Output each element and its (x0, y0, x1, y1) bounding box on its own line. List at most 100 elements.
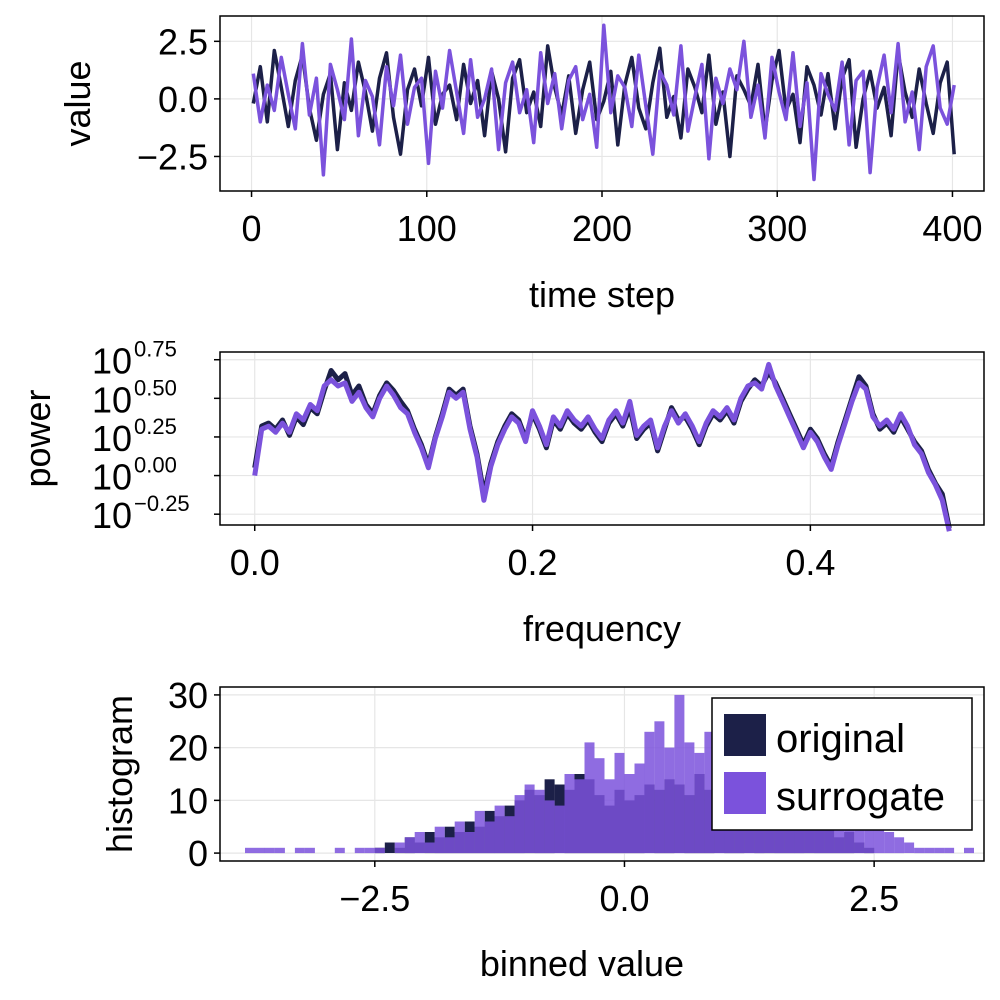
histogram-bar-original (384, 842, 395, 853)
histogram-bar-surrogate (245, 847, 255, 854)
histogram-bar-surrogate (944, 847, 955, 854)
histogram-bar-surrogate (594, 758, 605, 854)
y-tick-exponent: 0.00 (134, 453, 177, 478)
histogram-bar-surrogate (924, 847, 935, 854)
histogram-bar-surrogate (684, 742, 695, 854)
timeseries-line-original (251, 44, 956, 159)
x-tick-label: 2.5 (849, 878, 899, 919)
y-tick-label: 20 (168, 728, 208, 769)
y-tick-label: 10 (92, 457, 132, 498)
histogram-bar-surrogate (264, 847, 275, 854)
x-tick-label: −2.5 (339, 878, 410, 919)
legend-swatch-surrogate (724, 772, 766, 814)
histogram-bar-surrogate (494, 805, 505, 854)
histogram-bar-surrogate (654, 721, 665, 854)
histogram-bar-surrogate (524, 784, 535, 853)
histogram-bar-surrogate (704, 731, 715, 854)
histogram-bar-surrogate (514, 795, 525, 854)
histogram-bar-surrogate (664, 747, 675, 854)
histogram-panel: −2.5 0.0 2.5 0 10 20 30 binned value histogram… (99, 675, 985, 984)
histogram-bar-surrogate (304, 847, 315, 854)
spectrum-line-surrogate (252, 361, 952, 532)
histogram-bar-surrogate (614, 752, 625, 854)
histogram-bar-surrogate (364, 847, 375, 854)
histogram-bar-surrogate (604, 779, 615, 854)
histogram-bar-surrogate (644, 731, 655, 854)
timeseries-line-surrogate (251, 23, 956, 182)
y-tick-exponent: 0.25 (134, 414, 177, 439)
histogram-bar-surrogate (934, 847, 945, 854)
histogram-bar-surrogate (574, 779, 585, 854)
histogram-bar-surrogate (894, 837, 905, 854)
histogram-bar-surrogate (674, 694, 685, 854)
histogram-legend: original surrogate (711, 697, 973, 831)
histogram-bar-surrogate (424, 842, 435, 853)
histogram-bar-surrogate (444, 837, 455, 854)
histogram-bar-surrogate (904, 842, 915, 853)
legend-swatch-original (724, 714, 766, 756)
x-tick-label: 0.4 (785, 542, 835, 583)
histogram-plot-frame (219, 686, 985, 862)
spectrum-ylabel: power (17, 389, 58, 487)
timeseries-panel: 0 100 200 300 400 −2.5 0.0 2.5 time step value (57, 15, 985, 315)
y-tick-label: 10 (92, 418, 132, 459)
histogram-bar-surrogate (255, 847, 265, 854)
histogram-bar-surrogate (474, 810, 485, 854)
y-tick-exponent: 0.50 (134, 375, 177, 400)
histogram-bar-surrogate (884, 832, 895, 854)
y-tick-exponent: 0.75 (134, 337, 177, 362)
histogram-bar-surrogate (374, 847, 385, 854)
histogram-bar-surrogate (354, 847, 365, 854)
histogram-bar-surrogate (914, 847, 925, 854)
histogram-ylabel: histogram (99, 695, 140, 853)
histogram-bar-surrogate (334, 847, 345, 854)
x-tick-label: 0 (242, 208, 262, 249)
spectrum-xlabel: frequency (523, 608, 681, 649)
x-tick-label: 0.0 (599, 878, 649, 919)
histogram-bar-surrogate (454, 821, 465, 854)
y-tick-label: 0 (188, 833, 208, 874)
histogram-bar-surrogate (404, 837, 415, 854)
histogram-bar-surrogate (534, 789, 545, 854)
y-tick-label: 10 (168, 780, 208, 821)
histogram-bar-surrogate (874, 826, 885, 854)
histogram-bar-surrogate (964, 847, 974, 854)
legend-label-surrogate: surrogate (776, 775, 945, 819)
timeseries-xlabel: time step (529, 274, 675, 315)
timeseries-ylabel: value (57, 60, 98, 146)
y-tick-label: −2.5 (137, 136, 208, 177)
histogram-bar-surrogate (394, 842, 405, 853)
x-tick-label: 200 (572, 208, 632, 249)
histogram-bar-surrogate (434, 826, 445, 854)
x-tick-label: 300 (747, 208, 807, 249)
x-tick-label: 0.0 (230, 542, 280, 583)
histogram-bar-surrogate (504, 816, 515, 854)
histogram-bar-surrogate (274, 847, 285, 854)
histogram-bar-surrogate (484, 821, 495, 854)
histogram-bar-surrogate (844, 810, 855, 854)
y-tick-label: 0.0 (158, 79, 208, 120)
histogram-bar-surrogate (584, 742, 595, 854)
y-tick-label: 10 (92, 495, 132, 536)
y-tick-label: 30 (168, 675, 208, 716)
x-tick-label: 0.2 (508, 542, 558, 583)
x-tick-label: 100 (397, 208, 457, 249)
histogram-bar-surrogate (554, 805, 565, 854)
histogram-bar-surrogate (864, 821, 875, 854)
spectrum-plot-frame (219, 351, 985, 526)
histogram-bar-surrogate (624, 774, 635, 854)
histogram-bar-surrogate (544, 800, 555, 854)
y-tick-label: 2.5 (158, 21, 208, 62)
histogram-bar-surrogate (464, 832, 475, 854)
legend-label-original: original (776, 717, 905, 761)
histogram-bar-surrogate (564, 774, 575, 854)
histogram-xlabel: binned value (480, 943, 684, 984)
y-tick-exponent: −0.25 (134, 491, 190, 516)
y-tick-label: 10 (92, 341, 132, 382)
histogram-bar-surrogate (694, 752, 705, 854)
histogram-bar-surrogate (634, 763, 645, 854)
x-tick-label: 400 (922, 208, 982, 249)
